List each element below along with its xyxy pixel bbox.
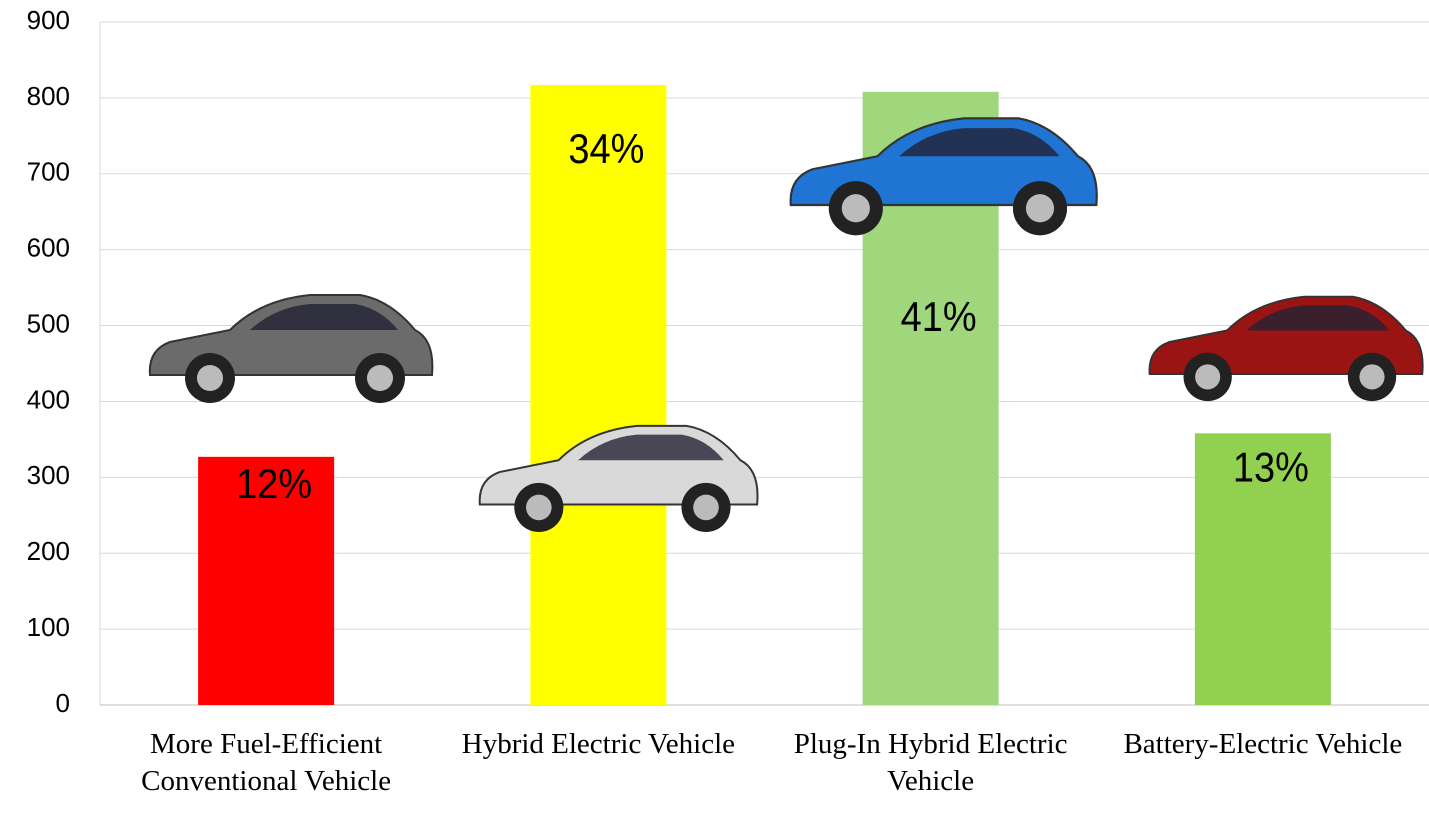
y-tick-label: 100	[27, 612, 70, 642]
y-tick-label: 0	[56, 688, 70, 718]
y-tick-label: 200	[27, 536, 70, 566]
y-tick-label: 400	[27, 384, 70, 414]
data-label: 13%	[1233, 443, 1309, 490]
bar	[530, 84, 667, 705]
data-label: 41%	[901, 293, 977, 340]
x-tick-label: Hybrid Electric Vehicle	[461, 728, 735, 760]
car-image	[1148, 295, 1424, 403]
y-tick-label: 600	[27, 233, 70, 263]
x-tick-label: More Fuel-Efficient Conventional Vehicle	[141, 728, 392, 797]
data-label: 12%	[236, 460, 312, 507]
car-image	[148, 293, 434, 405]
x-tick-label: Battery-Electric Vehicle	[1123, 728, 1403, 760]
y-tick-label: 700	[27, 157, 70, 187]
y-tick-label: 500	[27, 308, 70, 338]
y-tick-label: 900	[27, 5, 70, 35]
x-tick-label: Plug-In Hybrid Electric Vehicle	[793, 728, 1068, 797]
bar	[198, 456, 335, 705]
y-tick-label: 800	[27, 81, 70, 111]
y-tick-label: 300	[27, 460, 70, 490]
data-label: 34%	[568, 125, 644, 172]
data-labels: 12% 34% 41% 13%	[236, 125, 1309, 507]
bar	[1194, 433, 1331, 705]
